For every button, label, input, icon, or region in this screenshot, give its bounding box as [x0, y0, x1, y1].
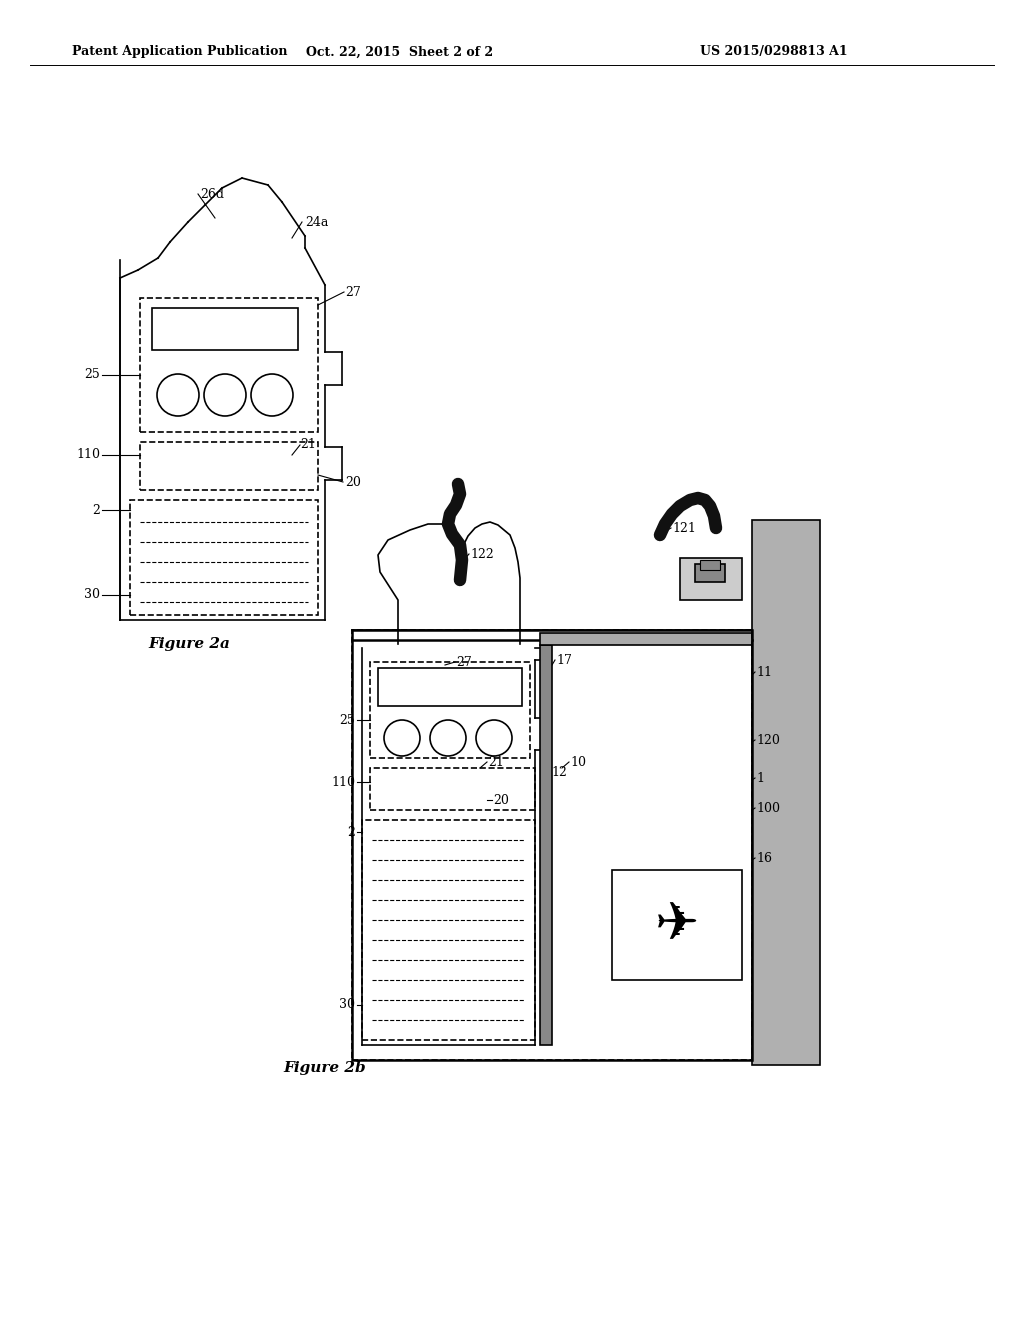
Bar — [700, 560, 720, 570]
Text: Patent Application Publication: Patent Application Publication — [72, 45, 288, 58]
Text: ✈: ✈ — [655, 899, 699, 950]
Text: Figure 2b: Figure 2b — [283, 1061, 366, 1074]
Text: 12: 12 — [551, 766, 567, 779]
Text: 21: 21 — [300, 438, 315, 451]
Text: 122: 122 — [470, 548, 494, 561]
Bar — [612, 870, 742, 979]
Text: 16: 16 — [756, 851, 772, 865]
Bar — [540, 645, 552, 1045]
Text: 11: 11 — [756, 665, 772, 678]
Text: 25: 25 — [339, 714, 355, 726]
Bar — [130, 500, 318, 615]
Bar — [752, 520, 820, 1065]
Bar — [352, 630, 752, 1060]
Bar — [540, 634, 752, 645]
Text: 17: 17 — [556, 653, 571, 667]
Text: 110: 110 — [76, 449, 100, 462]
Text: 100: 100 — [756, 801, 780, 814]
Bar — [140, 442, 318, 490]
Text: 27: 27 — [345, 285, 360, 298]
Text: 20: 20 — [345, 475, 360, 488]
Text: Oct. 22, 2015  Sheet 2 of 2: Oct. 22, 2015 Sheet 2 of 2 — [306, 45, 494, 58]
Text: 110: 110 — [331, 776, 355, 788]
Text: Figure 2a: Figure 2a — [148, 638, 229, 651]
Text: 121: 121 — [672, 521, 696, 535]
Text: 2: 2 — [347, 825, 355, 838]
Text: 10: 10 — [570, 755, 586, 768]
Bar — [378, 668, 522, 706]
Text: 21: 21 — [488, 755, 504, 768]
Bar — [680, 558, 742, 601]
Text: 24a: 24a — [305, 215, 329, 228]
Text: 2: 2 — [92, 503, 100, 516]
Text: 20: 20 — [493, 793, 509, 807]
Text: 26d: 26d — [200, 187, 224, 201]
Bar — [362, 820, 535, 1040]
Text: 25: 25 — [84, 368, 100, 381]
Text: 1: 1 — [756, 771, 764, 784]
Bar — [695, 564, 725, 582]
Text: 120: 120 — [756, 734, 780, 747]
Text: 27: 27 — [456, 656, 472, 668]
Text: 30: 30 — [339, 998, 355, 1011]
Bar — [140, 298, 318, 432]
Text: US 2015/0298813 A1: US 2015/0298813 A1 — [700, 45, 848, 58]
Bar — [370, 663, 530, 758]
Text: 30: 30 — [84, 589, 100, 602]
Bar — [352, 630, 752, 1060]
Bar — [370, 768, 535, 810]
Bar — [152, 308, 298, 350]
